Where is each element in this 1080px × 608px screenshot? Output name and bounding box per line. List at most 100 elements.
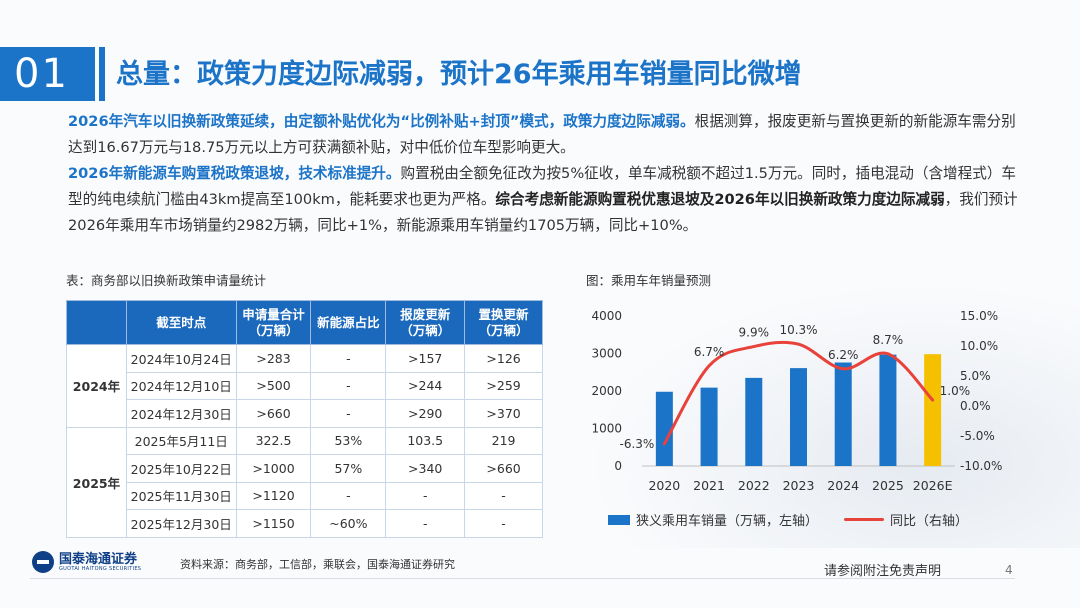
table-row: 2025年11月30日 >1120- - - (67, 481, 543, 510)
x-axis-tick-label: 2023 (783, 478, 815, 493)
right-axis-tick-label: 5.0% (960, 369, 991, 383)
table-cell: 2024年10月24日 (125, 344, 237, 373)
table-cell: - (310, 481, 387, 510)
table-cell: 2025年5月11日 (125, 426, 237, 455)
table-cell: >283 (235, 344, 312, 373)
sales-forecast-chart: 4000 3000 2000 1000 0 15.0% 10.0% 5.0% 0.0% -5.0%… (591, 309, 1002, 493)
table-cell: 53% (310, 426, 387, 455)
yoy-data-label: 6.7% (694, 345, 725, 359)
table-cell: 2025年11月30日 (125, 481, 237, 510)
table-cell: - (310, 399, 387, 428)
left-axis-tick-label: 0 (614, 459, 622, 473)
left-axis-tick-label: 4000 (591, 309, 622, 323)
year-group-cell: 2025年 (66, 426, 127, 538)
yoy-data-label: 1.0% (940, 384, 971, 398)
sales-bar (879, 354, 897, 466)
x-axis-tick-label: 2026E (913, 478, 953, 493)
table-cell: >660 (235, 399, 312, 428)
table-cell: >370 (464, 399, 543, 428)
table-cell: - (310, 344, 387, 373)
table-cell: >290 (385, 399, 466, 428)
page-title: 总量：政策力度边际减弱，预计26年乘用车销量同比微增 (116, 59, 802, 90)
left-axis-tick-label: 3000 (591, 347, 622, 361)
table-cell: >157 (385, 344, 466, 373)
table-cell: 2025年12月30日 (125, 509, 237, 538)
sales-bar (700, 387, 718, 466)
table-cell: >1120 (235, 481, 312, 510)
table-cell: >244 (385, 371, 466, 400)
right-axis-tick-label: 15.0% (960, 309, 998, 323)
table-header-cell (66, 300, 127, 345)
paragraph-1-segment: 2026年汽车以旧换新政策延续，由定额补贴优化为“比例补贴+封顶”模式，政策力度… (68, 113, 695, 130)
right-axis-tick-label: 0.0% (960, 399, 991, 413)
legend-bar-label: 狭义乘用车销量（万辆，左轴） (636, 514, 819, 529)
sales-bar (745, 377, 763, 466)
yoy-data-label: 9.9% (739, 326, 770, 340)
table-cell: >340 (385, 454, 466, 483)
page-number: 4 (1005, 563, 1013, 577)
table-cell: ~60% (310, 509, 387, 538)
table-header-row: 截至时点 申请量合计 （万辆） 新能源占比 报废更新 （万辆） 置换更新 （万辆） (66, 300, 543, 345)
table-cell: >500 (235, 371, 312, 400)
table-cell: 57% (310, 454, 387, 483)
table-caption: 表：商务部以旧换新政策申请量统计 (66, 273, 267, 288)
left-axis-tick-label: 1000 (591, 422, 622, 436)
right-axis-tick-label: -5.0% (960, 429, 995, 443)
yoy-data-label: -6.3% (620, 437, 655, 451)
table-cell: >1150 (235, 509, 312, 538)
left-axis-tick-label: 2000 (591, 384, 622, 398)
logo-subtitle: GUOTAI HAITONG SECURITIES (59, 565, 142, 572)
paragraph-1: 2026年汽车以旧换新政策延续，由定额补贴优化为“比例补贴+封顶”模式，政策力度… (68, 109, 1028, 161)
table-cell: - (385, 509, 466, 538)
sales-bar (834, 362, 852, 466)
paragraph-2-segment: ，我们预计2026年乘用车市场销量约2982万辆，同比+1%，新能源乘用车销量约… (68, 191, 1018, 234)
sales-bar (655, 391, 673, 466)
table-header-cell: 报废更新 （万辆） (385, 300, 466, 345)
table-cell: 322.5 (235, 426, 312, 455)
table-cell: >1000 (235, 454, 312, 483)
sales-bar (790, 368, 807, 466)
x-axis-tick-label: 2024 (827, 478, 859, 493)
table-cell: - (310, 371, 387, 400)
legend-bar-swatch (608, 514, 630, 525)
x-axis-tick-label: 2022 (738, 478, 770, 493)
table-cell: 2025年10月22日 (125, 454, 237, 483)
x-axis-tick-label: 2025 (872, 478, 904, 493)
summary-text: 2026年汽车以旧换新政策延续，由定额补贴优化为“比例补贴+封顶”模式，政策力度… (68, 109, 1028, 239)
header-divider-bar (99, 47, 105, 101)
table-cell: 2024年12月30日 (125, 399, 237, 428)
background-mist (560, 268, 1080, 548)
table-cell: - (385, 481, 466, 510)
right-axis-tick-label: 10.0% (960, 339, 998, 353)
table-cell: 219 (464, 426, 543, 455)
policy-application-table: 截至时点 申请量合计 （万辆） 新能源占比 报废更新 （万辆） 置换更新 （万辆） 202… (66, 300, 543, 538)
section-number-badge: 01 (0, 47, 95, 101)
chart-caption: 图：乘用车年销量预测 (586, 273, 712, 288)
disclaimer-link[interactable]: 请参阅附注免责声明 (824, 564, 942, 579)
footer-divider (30, 578, 1015, 579)
chart-legend: 狭义乘用车销量（万辆，左轴） 同比（右轴） (608, 510, 968, 529)
table-row: 2024年12月30日 >660- >290 >370 (67, 399, 543, 428)
x-axis-tick-label: 2020 (648, 478, 680, 493)
logo-icon (32, 551, 54, 573)
table-cell: >126 (464, 344, 543, 373)
table-cell: 103.5 (385, 426, 466, 455)
table-cell: >259 (464, 371, 543, 400)
paragraph-2-segment: 2026年新能源车购置税政策退坡，技术标准提升。 (68, 165, 401, 182)
yoy-data-label: 6.2% (828, 348, 859, 362)
x-axis-tick-label: 2021 (693, 478, 725, 493)
paragraph-2-segment: 购置税由全额免征改为按5%征收，单车减税额不超过1.5万元。同时，插电混动（含增… (68, 165, 1017, 208)
table-cell: - (464, 509, 543, 538)
paragraph-1-segment: 根据测算，报废更新与置换更新的新能源车需分别达到16.67万元与18.75万元以… (68, 113, 1016, 156)
paragraph-2-segment: 综合考虑新能源购置税优惠退坡及2026年以旧换新政策力度边际减弱 (495, 191, 945, 208)
table-row: 2025年10月22日 >1000 57% >340 >660 (67, 454, 543, 483)
table-row: 2025年 2025年5月11日 322.5 53% 103.5 219 (66, 426, 543, 538)
year-group-cell: 2024年 (66, 344, 127, 428)
legend-line-label: 同比（右轴） (890, 514, 969, 529)
table-row: 2024年12月10日 >500- >244 >259 (67, 371, 543, 400)
table-row: 2024年 2024年10月24日 >283- >157 >126 (66, 344, 543, 428)
logo-name: 国泰海通证券 (59, 551, 138, 567)
yoy-data-label: 8.7% (873, 333, 904, 347)
table-header-cell: 截至时点 (125, 300, 237, 345)
yoy-growth-line (662, 340, 935, 446)
